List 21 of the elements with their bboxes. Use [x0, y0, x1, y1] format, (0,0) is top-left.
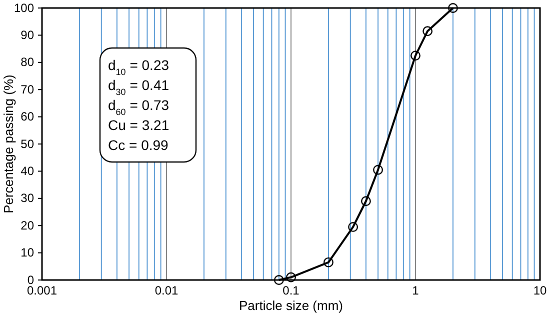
x-tick-label: 10 [533, 284, 547, 298]
y-tick-label: 60 [20, 110, 34, 124]
annotation: d$_{60}$ = 0.73 [108, 97, 170, 117]
annotation: Cc = 0.99 [108, 137, 169, 153]
y-tick-label: 40 [20, 164, 34, 178]
x-tick-label: 0.01 [154, 284, 178, 298]
x-tick-label: 0.1 [282, 284, 300, 298]
y-tick-label: 20 [20, 218, 34, 232]
y-tick-label: 80 [20, 55, 34, 70]
annotation: Cu = 3.21 [108, 117, 170, 133]
x-axis-title: Particle size (mm) [238, 298, 344, 313]
y-tick-label: 70 [20, 82, 34, 96]
y-tick-label: 100 [14, 0, 34, 15]
annotation: d$_{10}$ = 0.23 [108, 57, 170, 77]
y-tick-label: 10 [20, 246, 34, 260]
y-tick-label: 50 [20, 136, 34, 151]
y-tick-label: 90 [20, 28, 34, 42]
annotation: d$_{30}$ = 0.41 [108, 77, 170, 97]
x-tick-label: 1 [412, 284, 420, 298]
y-axis-title: Percentage passing (%) [1, 74, 16, 214]
y-tick-label: 30 [20, 191, 34, 206]
